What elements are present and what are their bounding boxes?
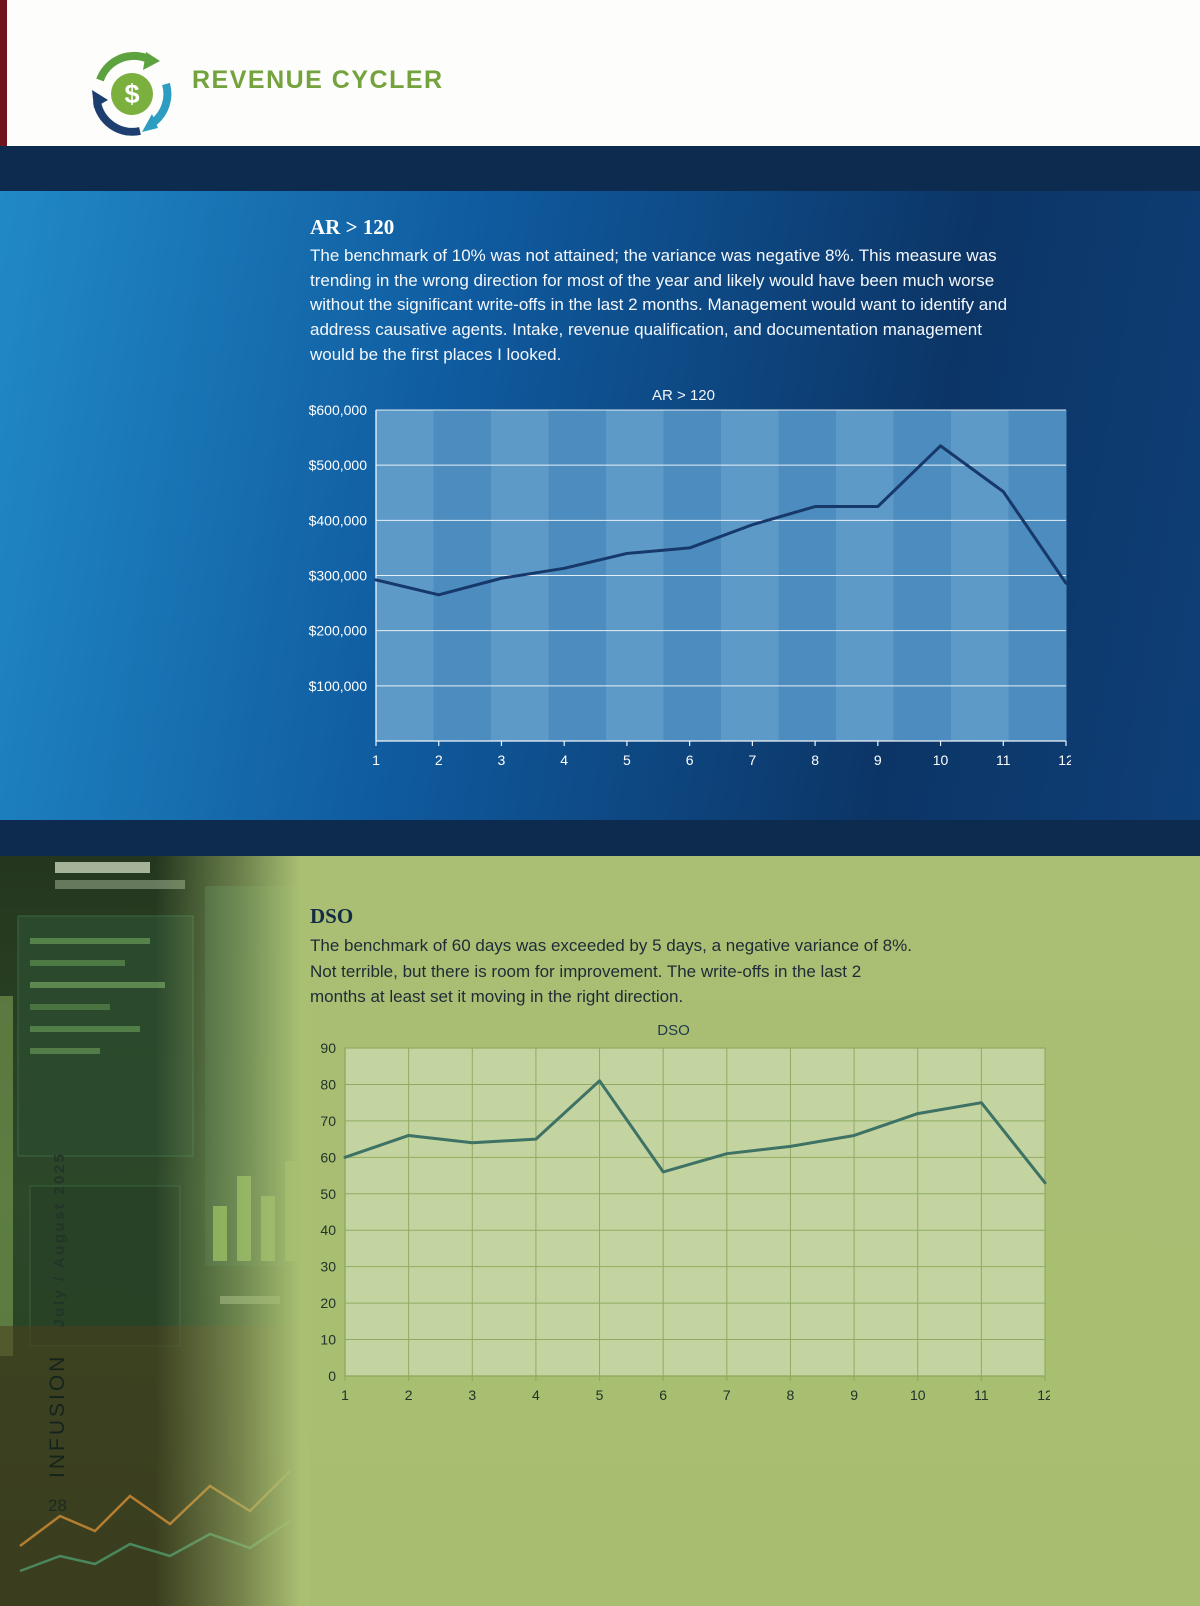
svg-text:80: 80 [320, 1076, 336, 1092]
dso-line-chart: 0 10 20 30 40 50 60 70 80 90 1 2 3 4 5 6 7 8 9 10 11 12 [297, 1040, 1053, 1422]
svg-text:10: 10 [933, 752, 949, 768]
ar-heading: AR > 120 [310, 215, 395, 239]
magazine-name: INFUSION [46, 1353, 69, 1478]
svg-text:40: 40 [320, 1222, 336, 1238]
svg-text:1: 1 [341, 1387, 349, 1403]
svg-text:30: 30 [320, 1259, 336, 1275]
svg-text:7: 7 [748, 752, 756, 768]
svg-text:11: 11 [996, 752, 1011, 768]
ar-section: AR > 120 The benchmark of 10% was not at… [0, 191, 1200, 820]
svg-text:70: 70 [320, 1113, 336, 1129]
svg-text:20: 20 [320, 1295, 336, 1311]
spine-accent [0, 0, 7, 146]
svg-text:9: 9 [850, 1387, 858, 1403]
svg-text:4: 4 [532, 1387, 540, 1403]
svg-text:5: 5 [596, 1387, 604, 1403]
dso-chart-title: DSO [657, 1022, 690, 1039]
svg-text:$: $ [124, 79, 139, 109]
svg-text:9: 9 [874, 752, 882, 768]
dso-heading: DSO [310, 904, 354, 928]
dashboard-photo [0, 856, 310, 1606]
svg-text:$200,000: $200,000 [309, 623, 368, 639]
revenue-cycler-logo: $ [88, 50, 176, 138]
issue-date: July / August 2025 [51, 1151, 68, 1328]
svg-text:0: 0 [328, 1368, 336, 1384]
svg-text:3: 3 [498, 752, 506, 768]
dollar-cycle-icon: $ [92, 51, 172, 136]
svg-text:6: 6 [686, 752, 694, 768]
svg-text:90: 90 [320, 1043, 336, 1056]
ar-chart-title: AR > 120 [652, 387, 715, 404]
brand-title: REVENUE CYCLER [192, 66, 444, 94]
svg-text:$500,000: $500,000 [309, 457, 368, 473]
svg-text:11: 11 [974, 1387, 989, 1403]
svg-text:1: 1 [372, 752, 380, 768]
svg-text:50: 50 [320, 1186, 336, 1202]
svg-text:$100,000: $100,000 [309, 678, 368, 694]
svg-text:4: 4 [560, 752, 568, 768]
svg-text:$300,000: $300,000 [309, 568, 368, 584]
svg-text:8: 8 [811, 752, 819, 768]
svg-text:$600,000: $600,000 [309, 404, 368, 418]
ar-body-text: The benchmark of 10% was not attained; t… [310, 246, 1008, 364]
svg-text:$400,000: $400,000 [309, 512, 368, 528]
svg-text:10: 10 [910, 1387, 926, 1403]
navy-band-mid [0, 820, 1200, 856]
navy-band-top [0, 146, 1200, 191]
svg-text:6: 6 [659, 1387, 667, 1403]
page-number: 28 [48, 1496, 67, 1515]
svg-text:7: 7 [723, 1387, 731, 1403]
magazine-sidebar: INFUSION July / August 2025 [46, 1152, 70, 1479]
svg-text:2: 2 [405, 1387, 413, 1403]
svg-text:60: 60 [320, 1149, 336, 1165]
svg-text:5: 5 [623, 752, 631, 768]
svg-text:2: 2 [435, 752, 443, 768]
svg-text:12: 12 [1058, 752, 1071, 768]
svg-text:8: 8 [787, 1387, 795, 1403]
svg-text:3: 3 [468, 1387, 476, 1403]
svg-text:10: 10 [320, 1332, 336, 1348]
header: $ REVENUE CYCLER [0, 0, 1200, 146]
dso-section: DSO The benchmark of 60 days was exceede… [0, 856, 1200, 1606]
dso-body-text: The benchmark of 60 days was exceeded by… [310, 936, 912, 1006]
svg-text:12: 12 [1037, 1387, 1050, 1403]
ar-line-chart: $100,000 $200,000 $300,000 $400,000 $500,000… [296, 402, 1074, 781]
